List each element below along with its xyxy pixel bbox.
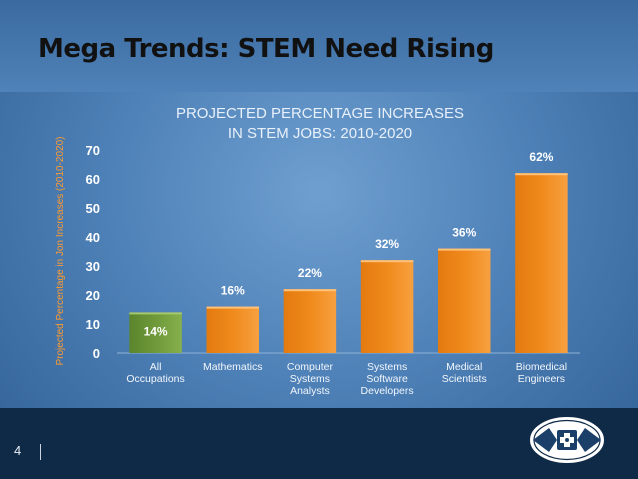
- bars-group: [129, 173, 568, 353]
- x-tick-label-3: Computer Systems Analysts: [287, 361, 334, 397]
- x-tick-line: Developers: [361, 385, 414, 397]
- bar-1: [129, 312, 182, 353]
- y-tick-20: 20: [86, 288, 100, 303]
- data-label-3: 22%: [298, 266, 322, 280]
- x-tick-line: Systems: [367, 361, 407, 373]
- slide-title: Mega Trends: STEM Need Rising: [38, 34, 494, 64]
- footer-divider: [40, 444, 41, 460]
- chart-title-line-2: IN STEM JOBS: 2010-2020: [228, 125, 412, 142]
- title-band: [0, 0, 638, 92]
- bar-6: [515, 173, 568, 353]
- x-tick-line: Scientists: [442, 373, 487, 385]
- bar-chart: PROJECTED PERCENTAGE INCREASES IN STEM J…: [55, 105, 580, 397]
- x-tick-label-1: All Occupations: [126, 361, 184, 385]
- y-tick-30: 30: [86, 259, 100, 274]
- y-tick-0: 0: [93, 346, 100, 361]
- x-tick-label-5: Medical Scientists: [442, 361, 487, 385]
- x-tick-line: Computer: [287, 361, 334, 373]
- x-tick-line: Software: [366, 373, 408, 385]
- bar-top-highlight-3: [283, 289, 337, 292]
- data-label-2: 16%: [221, 284, 245, 298]
- y-axis-label: Projected Percentage in Jon Increases (2…: [55, 136, 66, 365]
- data-label-4: 32%: [375, 237, 399, 251]
- bar-4: [360, 260, 414, 353]
- y-tick-50: 50: [86, 201, 100, 216]
- x-tick-label-4: Systems Software Developers: [361, 361, 414, 397]
- data-label-1: 14%: [144, 324, 168, 338]
- bar-top-highlight-5: [438, 248, 491, 251]
- chart-title-line-1: PROJECTED PERCENTAGE INCREASES: [176, 105, 464, 122]
- x-tick-label-2: Mathematics: [203, 361, 263, 373]
- y-tick-60: 60: [86, 172, 100, 187]
- x-tick-line: Engineers: [518, 373, 565, 385]
- y-tick-70: 70: [86, 143, 100, 158]
- x-tick-line: Systems: [290, 373, 330, 385]
- bar-2: [206, 306, 259, 353]
- bar-top-highlight-4: [360, 260, 414, 263]
- x-tick-label-6: Biomedical Engineers: [516, 361, 567, 385]
- data-label-5: 36%: [452, 226, 476, 240]
- scs-logo-icon: [528, 415, 606, 465]
- data-label-6: 62%: [529, 150, 553, 164]
- y-tick-40: 40: [86, 230, 100, 245]
- x-tick-line: Mathematics: [203, 361, 263, 373]
- bar-5: [438, 248, 491, 353]
- bar-top-highlight-1: [129, 312, 182, 315]
- x-tick-line: Medical: [446, 361, 482, 373]
- y-axis-ticks: 0 10 20 30 40 50 60 70: [86, 143, 100, 361]
- bar-top-highlight-2: [206, 306, 259, 309]
- bar-3: [283, 289, 337, 353]
- x-tick-line: Biomedical: [516, 361, 567, 373]
- data-labels-group: 14% 16% 22% 32% 36% 62%: [144, 150, 554, 338]
- x-tick-line: Occupations: [126, 373, 184, 385]
- page-number: 4: [14, 443, 22, 458]
- bar-top-highlight-6: [515, 173, 568, 176]
- y-tick-10: 10: [86, 317, 100, 332]
- x-tick-line: Analysts: [290, 385, 330, 397]
- x-tick-line: All: [150, 361, 162, 373]
